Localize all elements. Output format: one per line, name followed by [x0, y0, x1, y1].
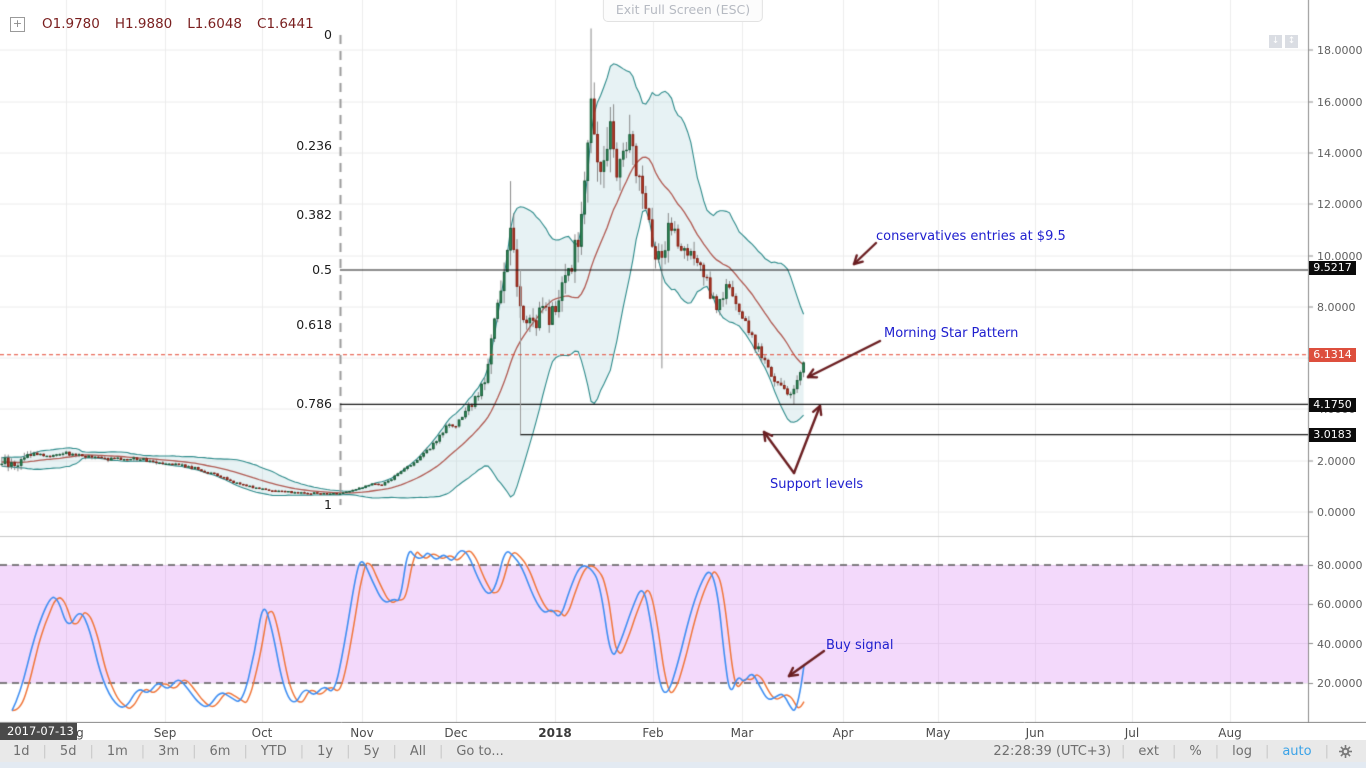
- fib-level-label: 1: [324, 497, 332, 513]
- fib-level-label: 0: [324, 26, 332, 42]
- toolbar-separator: |: [243, 743, 248, 759]
- toolbar-separator: |: [1171, 743, 1177, 759]
- level-price-label: 4.1750: [1309, 397, 1356, 412]
- price-scale-tick: 8.0000: [1317, 300, 1356, 314]
- legend-plus-icon[interactable]: +: [10, 16, 25, 32]
- range-button-ytd[interactable]: YTD: [260, 743, 287, 759]
- time-axis-label: Apr: [832, 726, 854, 740]
- fib-level-label: 0.236: [296, 137, 332, 153]
- toolbar-separator: |: [140, 743, 146, 759]
- settings-gear-icon[interactable]: [1329, 744, 1366, 758]
- time-axis-label: Nov: [350, 726, 374, 740]
- stoch-scale-tick: 80.0000: [1317, 559, 1363, 572]
- price-scale-tick: 14.0000: [1317, 146, 1363, 160]
- toolbar-separator: |: [89, 743, 94, 759]
- bottom-strip: [0, 762, 1366, 768]
- bottom-toolbar: 1d | 5d | 1m | 3m | 6m | YTD | 1y | 5y | All | Go to... 22…: [0, 740, 1366, 762]
- range-button-6m[interactable]: 6m: [209, 743, 231, 759]
- ohlc-legend: + O1.9780 H1.9880 L1.6048 C1.6441: [10, 16, 314, 32]
- time-axis-label: Dec: [444, 726, 468, 740]
- time-axis-label: Sep: [153, 726, 177, 740]
- last-price-label: 6.1314: [1309, 347, 1356, 362]
- price-scale-tick: 2.0000: [1317, 454, 1356, 468]
- time-axis-label: Feb: [642, 726, 664, 740]
- range-button-3m[interactable]: 3m: [158, 743, 180, 759]
- fib-level-label: 0.786: [296, 396, 332, 412]
- toolbar-separator: |: [299, 743, 305, 759]
- price-scale-tick: 0.0000: [1317, 506, 1356, 519]
- time-axis[interactable]: AugSepOctNovDec2018FebMarAprMayJunJulAug…: [0, 723, 1366, 740]
- toolbar-button-log[interactable]: log: [1232, 743, 1252, 759]
- time-axis-label: Mar: [730, 726, 754, 740]
- scale-arrow-updown-icon[interactable]: ↕: [1285, 35, 1298, 48]
- stoch-scale-tick: 60.0000: [1317, 598, 1363, 612]
- time-axis-label: Oct: [251, 726, 273, 740]
- price-chart-canvas[interactable]: [0, 0, 1366, 723]
- range-button-all[interactable]: All: [409, 743, 426, 759]
- price-scale-tick: 12.0000: [1317, 198, 1363, 212]
- toolbar-button-auto[interactable]: auto: [1282, 743, 1312, 759]
- legend-ohlc-value: O1.9780: [42, 16, 100, 32]
- time-axis-label: 2018: [538, 726, 572, 740]
- time-axis-label: Jul: [1124, 726, 1140, 740]
- clock-label: 22:28:39 (UTC+3): [993, 743, 1112, 759]
- toolbar-button-percent[interactable]: %: [1189, 743, 1202, 759]
- toolbar-separator: |: [42, 743, 47, 759]
- scale-arrow-down-icon[interactable]: ↓: [1269, 35, 1282, 48]
- range-button-goto[interactable]: Go to...: [456, 743, 504, 759]
- level-price-label: 3.0183: [1309, 427, 1356, 442]
- range-button-1m[interactable]: 1m: [106, 743, 128, 759]
- stoch-scale-tick: 20.0000: [1317, 677, 1363, 690]
- toolbar-separator: |: [1264, 743, 1270, 759]
- toolbar-separator: |: [1121, 743, 1126, 759]
- price-scale-tick: 10.0000: [1317, 249, 1363, 263]
- range-button-1d[interactable]: 1d: [13, 743, 30, 759]
- fib-level-label: 0.382: [296, 206, 332, 222]
- annotation-text[interactable]: Buy signal: [826, 638, 894, 653]
- toolbar-separator: |: [438, 743, 444, 759]
- fib-level-label: 0.5: [312, 261, 332, 277]
- annotation-text[interactable]: Morning Star Pattern: [884, 326, 1019, 341]
- exit-fullscreen-tooltip: Exit Full Screen (ESC): [602, 0, 764, 22]
- time-axis-label: Jun: [1025, 726, 1045, 740]
- time-axis-label: May: [925, 726, 951, 740]
- toolbar-separator: |: [1214, 743, 1220, 759]
- toolbar-button-ext[interactable]: ext: [1138, 743, 1159, 759]
- crosshair-date-label: 2017-07-13: [0, 723, 77, 740]
- toolbar-separator: |: [392, 743, 397, 759]
- price-scale-tick: 18.0000: [1317, 44, 1363, 58]
- time-axis-label: Aug: [1218, 726, 1242, 740]
- fib-level-label: 0.618: [296, 317, 332, 333]
- annotation-text[interactable]: Support levels: [770, 477, 864, 492]
- range-button-5d[interactable]: 5d: [59, 743, 77, 759]
- range-button-1y[interactable]: 1y: [317, 743, 334, 759]
- legend-ohlc-value: L1.6048: [187, 16, 243, 32]
- stoch-scale-tick: 40.0000: [1317, 637, 1363, 651]
- price-scale-tick: 16.0000: [1317, 95, 1363, 109]
- toolbar-separator: |: [346, 743, 351, 759]
- toolbar-separator: |: [1324, 743, 1329, 759]
- legend-ohlc-value: C1.6441: [257, 16, 314, 32]
- toolbar-separator: |: [192, 743, 197, 759]
- annotation-text[interactable]: conservatives entries at $9.5: [876, 229, 1066, 244]
- level-price-label: 9.5217: [1309, 260, 1356, 275]
- range-button-5y[interactable]: 5y: [363, 743, 380, 759]
- legend-ohlc-value: H1.9880: [114, 16, 173, 32]
